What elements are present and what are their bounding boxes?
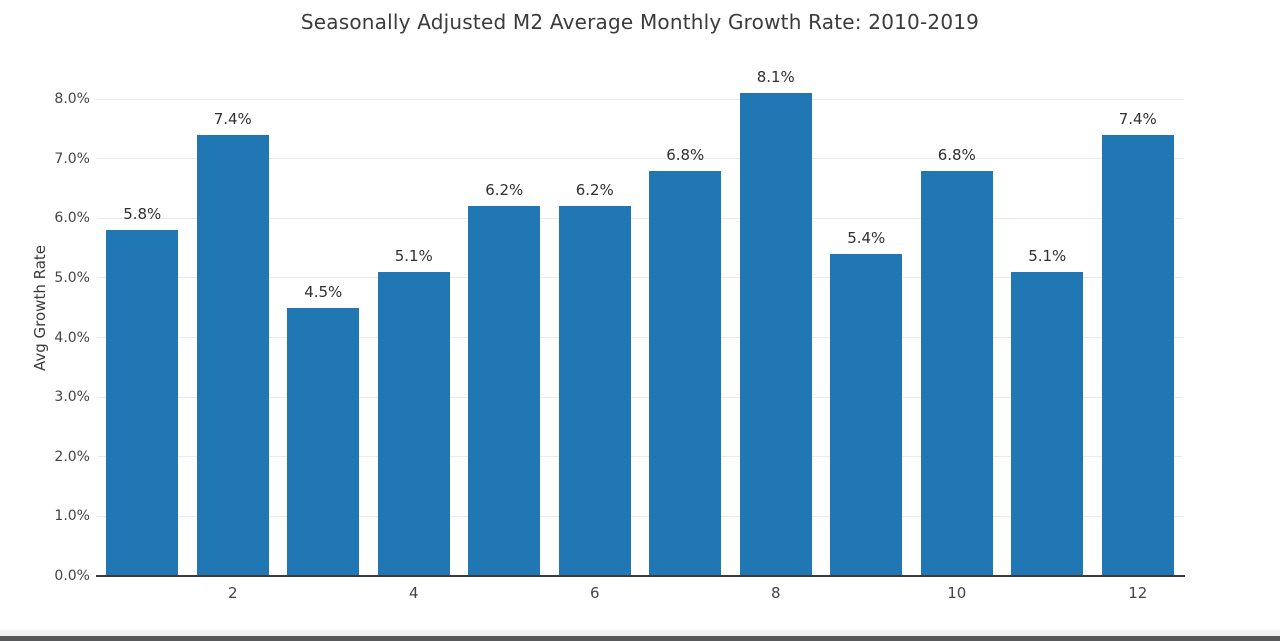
bar-month-9 (830, 254, 903, 576)
bar-month-1 (106, 230, 179, 576)
gridline (97, 515, 1183, 517)
y-axis-title: Avg Growth Rate (31, 244, 49, 372)
bar-value-label: 7.4% (1118, 109, 1157, 128)
bar-value-label: 6.2% (485, 181, 524, 200)
y-tick-label: 2.0% (54, 448, 90, 465)
gridline (97, 337, 1183, 338)
y-tick-label: 4.0% (54, 329, 90, 346)
y-tick-label: 8.0% (54, 91, 90, 107)
bar-month-8 (739, 93, 812, 576)
gridline (97, 98, 1183, 100)
chart-title: Seasonally Adjusted M2 Average Monthly G… (300, 10, 980, 34)
bar-month-5 (468, 206, 541, 576)
bar-month-10 (920, 170, 993, 576)
bar-month-4 (377, 271, 450, 576)
x-axis-line (96, 575, 1185, 577)
bar-value-label: 5.1% (394, 246, 433, 265)
bar-value-label: 5.4% (847, 229, 886, 248)
bar-month-7 (649, 170, 722, 576)
bar-month-2 (196, 134, 269, 576)
bar-value-label: 5.8% (123, 205, 162, 224)
bar-month-11 (1011, 271, 1084, 576)
bar-value-label: 7.4% (213, 109, 252, 128)
gridline (97, 217, 1183, 219)
bar-value-label: 5.1% (1028, 246, 1067, 265)
bar-value-label: 6.8% (937, 145, 976, 164)
x-tick-label: 12 (1128, 584, 1148, 602)
y-tick-label: 7.0% (54, 150, 90, 167)
bar-value-label: 4.5% (304, 282, 343, 301)
bar-month-3 (287, 307, 360, 576)
bar-month-6 (558, 206, 631, 576)
bottom-dark-strip (0, 636, 1280, 641)
bottom-light-strip (0, 630, 1280, 636)
y-tick-label: 5.0% (54, 269, 90, 286)
gridline (97, 396, 1183, 398)
gridline (97, 277, 1183, 279)
bar-value-label: 6.2% (575, 181, 614, 200)
gridline (97, 158, 1183, 160)
x-tick-label: 10 (947, 584, 967, 602)
bar-value-label: 8.1% (756, 68, 795, 87)
x-tick-label: 6 (589, 584, 600, 602)
gridline (97, 456, 1183, 458)
y-tick-label: 6.0% (54, 210, 90, 227)
y-tick-label: 1.0% (54, 508, 90, 525)
bar-month-12 (1101, 134, 1174, 576)
x-tick-label: 2 (227, 584, 238, 602)
x-tick-label: 4 (408, 584, 419, 602)
y-tick-label: 3.0% (54, 389, 90, 406)
y-tick-label: 0.0% (54, 568, 90, 584)
bar-value-label: 6.8% (666, 145, 705, 164)
x-tick-label: 8 (770, 584, 781, 602)
